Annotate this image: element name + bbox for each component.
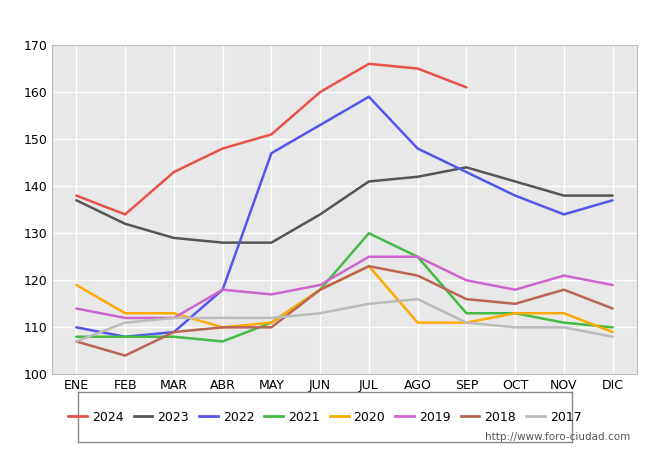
- Text: Afiliados en Villaescusa de Haro a 30/9/2024: Afiliados en Villaescusa de Haro a 30/9/…: [124, 11, 526, 29]
- Legend: 2024, 2023, 2022, 2021, 2020, 2019, 2018, 2017: 2024, 2023, 2022, 2021, 2020, 2019, 2018…: [63, 405, 587, 429]
- Text: http://www.foro-ciudad.com: http://www.foro-ciudad.com: [486, 432, 630, 442]
